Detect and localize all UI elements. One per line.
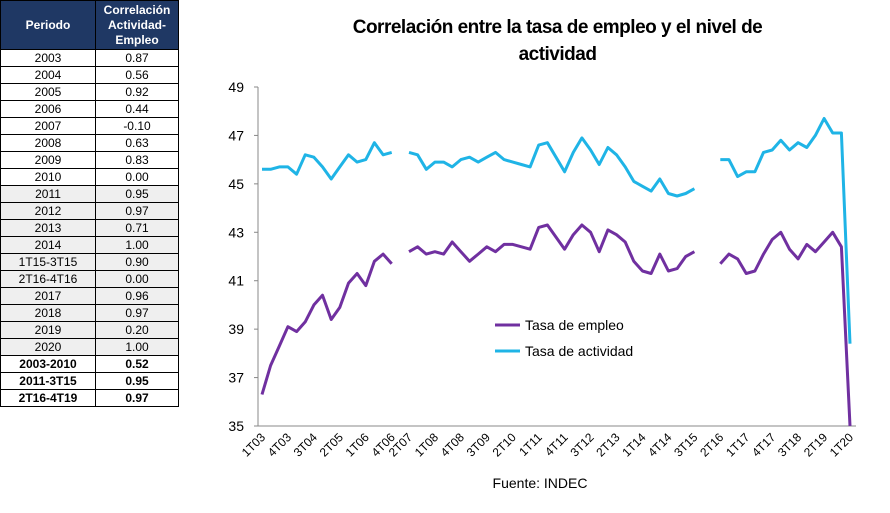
x-tick-label: 1T17 [723,430,752,459]
value-cell: Correlación Actividad-Empleo [95,0,179,50]
table-row: 1T15-3T15 0.90 [0,253,179,271]
value-cell: 1.00 [95,236,179,254]
x-tick-label: 3T04 [291,430,320,459]
period-cell: 2019 [0,321,96,339]
y-tick-label: 41 [228,273,244,289]
table-row: 2003 0.87 [0,49,179,67]
period-cell: 2020 [0,338,96,356]
period-cell: 2012 [0,202,96,220]
legend-label: Tasa de empleo [525,317,624,333]
chart-title: Correlación entre la tasa de empleo y el… [352,17,763,65]
x-tick-label: 4T14 [645,430,674,459]
value-cell: 0.97 [95,304,179,322]
series-line [262,117,852,344]
period-cell: 2017 [0,287,96,305]
value-cell: 0.20 [95,321,179,339]
value-cell: 0.95 [95,185,179,203]
x-tick-label: 1T14 [619,430,648,459]
x-tick-label: 2T16 [697,430,726,459]
x-tick-label: 4T11 [542,430,571,459]
y-tick-label: 47 [228,127,244,143]
value-cell: 0.96 [95,287,179,305]
table-row: 2011 0.95 [0,185,179,203]
y-tick-label: 49 [228,79,244,95]
summary-row: 2T16-4T19 0.97 [0,389,179,407]
y-tick-label: 37 [228,370,244,386]
x-tick-label: 2T19 [801,430,830,459]
table-row: 2006 0.44 [0,100,179,118]
source-note: Fuente: INDEC [493,475,588,491]
x-tick-label: 3T12 [567,430,596,459]
y-tick-label: 45 [228,176,244,192]
x-tick-label: 3T09 [464,430,493,459]
summary-row: 2011-3T15 0.95 [0,372,179,390]
table-row: 2008 0.63 [0,134,179,152]
value-cell: 0.97 [95,202,179,220]
table-row: 2017 0.96 [0,287,179,305]
x-tick-label: 4T03 [265,430,294,459]
x-tick-label: 1T11 [516,430,545,459]
correlation-table: Periodo Correlación Actividad-Empleo 2003 0… [0,0,179,407]
period-cell: Periodo [0,0,96,50]
legend-label: Tasa de actividad [525,343,633,359]
table-row: 2019 0.20 [0,321,179,339]
y-tick-label: 35 [228,418,244,434]
period-cell: 2006 [0,100,96,118]
x-tick-label: 1T08 [412,430,441,459]
period-cell: 2T16-4T19 [0,389,96,407]
x-tick-label: 3T18 [775,430,804,459]
period-cell: 2018 [0,304,96,322]
table-row: 2020 1.00 [0,338,179,356]
x-tick-label: 1T06 [343,430,372,459]
table-row: 2018 0.97 [0,304,179,322]
value-cell: 0.63 [95,134,179,152]
period-cell: 1T15-3T15 [0,253,96,271]
x-tick-label: 2T05 [317,430,346,459]
x-tick-label: 2T13 [593,430,622,459]
value-cell: 0.97 [95,389,179,407]
y-tick-label: 43 [228,224,244,240]
value-cell: 0.44 [95,100,179,118]
value-cell: 0.71 [95,219,179,237]
x-tick-label: 4T08 [438,430,467,459]
x-tick-label: 2T10 [490,430,519,459]
x-tick-label: 4T17 [749,430,778,459]
y-tick-label: 39 [228,321,244,337]
value-cell: 1.00 [95,338,179,356]
table-row: 2013 0.71 [0,219,179,237]
table-row: 2014 1.00 [0,236,179,254]
period-cell: 2014 [0,236,96,254]
table-row: 2004 0.56 [0,66,179,84]
table-row: 2012 0.97 [0,202,179,220]
x-tick-label: 1T03 [239,430,268,459]
series-line [260,223,852,427]
value-cell: 0.90 [95,253,179,271]
x-tick-label: 1T20 [827,430,856,459]
x-tick-label: 3T15 [671,430,700,459]
header-row: Periodo Correlación Actividad-Empleo [0,0,179,50]
value-cell: 0.56 [95,66,179,84]
table-row: 2T16-4T16 0.00 [0,270,179,288]
period-cell: 2011 [0,185,96,203]
